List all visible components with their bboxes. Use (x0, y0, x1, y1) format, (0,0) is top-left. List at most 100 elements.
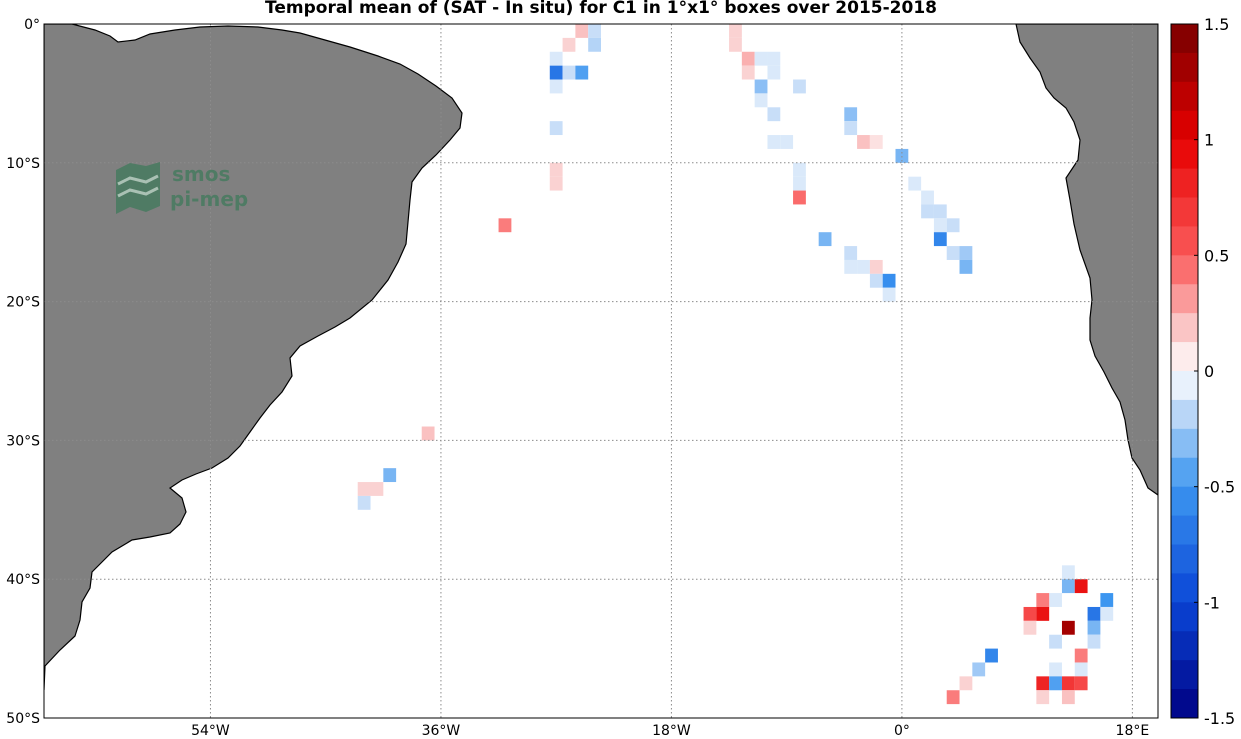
colorbar-bin (1171, 284, 1198, 314)
data-cell (1049, 662, 1062, 677)
data-cell (767, 65, 781, 80)
data-cell (869, 259, 883, 274)
colorbar-bin (1171, 515, 1198, 545)
colorbar-bin (1171, 168, 1198, 198)
data-cell (370, 482, 384, 496)
data-cell (793, 79, 806, 94)
data-cell (729, 37, 742, 52)
colorbar-tick-labels: 1.5 1 0.5 0 -0.5 -1 -1.5 (1194, 15, 1235, 728)
colorbar-bin (1171, 197, 1198, 227)
data-cell (869, 135, 883, 149)
colorbar-bin (1171, 660, 1198, 690)
lat-tick-label: 30°S (6, 433, 40, 449)
data-cell (818, 232, 832, 247)
africa-landmass (1015, 24, 1158, 496)
data-cell (959, 676, 973, 691)
data-cell (985, 648, 998, 663)
data-cell (549, 176, 563, 191)
data-cell (1087, 620, 1101, 635)
data-cell (588, 24, 601, 38)
data-cell (1049, 593, 1062, 607)
data-cell (421, 426, 435, 441)
colorbar-bin (1171, 573, 1198, 603)
colorbar-bin (1171, 110, 1198, 141)
colorbar-bin (1171, 226, 1198, 256)
data-cell (767, 135, 781, 149)
data-cell (767, 51, 781, 66)
colorbar-tick-label: 0.5 (1204, 246, 1229, 265)
data-cell (1061, 690, 1075, 705)
colorbar-bin (1171, 631, 1198, 661)
colorbar-bin (1171, 139, 1198, 170)
data-cell (498, 218, 512, 233)
data-cell (844, 246, 858, 260)
data-cell (1036, 593, 1050, 607)
data-cell (1049, 634, 1062, 649)
data-cell (729, 24, 742, 38)
data-cell (844, 107, 858, 122)
logo-mark-icon (116, 162, 160, 214)
data-cell (754, 79, 768, 94)
data-cell (1023, 606, 1037, 621)
data-cell (882, 287, 896, 302)
data-cell (972, 662, 986, 677)
data-cell (1061, 565, 1075, 580)
data-cell (383, 468, 397, 483)
latitude-tick-labels: 0° 10°S 20°S 30°S 40°S 50°S (6, 17, 40, 727)
colorbar-bin (1171, 52, 1198, 83)
data-cell (946, 218, 960, 233)
data-cell (575, 65, 589, 80)
data-cell (1100, 606, 1114, 621)
data-cell (1074, 676, 1088, 691)
data-cell (588, 37, 601, 52)
data-cell (562, 65, 576, 80)
data-cell (1061, 676, 1075, 691)
data-cell (562, 37, 576, 52)
lat-tick-label: 20°S (6, 295, 40, 311)
colorbar-tick-label: -1 (1204, 593, 1220, 612)
data-cell (754, 93, 768, 108)
data-cell (767, 107, 781, 122)
colorbar-bin (1171, 486, 1198, 517)
data-cell (1074, 662, 1088, 677)
data-cell (869, 273, 883, 288)
lat-tick-label: 40°S (6, 572, 40, 588)
data-cell (857, 259, 870, 274)
colorbar-bin (1171, 689, 1198, 719)
data-cell (946, 246, 960, 260)
data-cell (549, 121, 563, 136)
colorbar-bin (1171, 255, 1198, 285)
colorbar-tick-label: -0.5 (1204, 478, 1235, 497)
data-cell (844, 121, 858, 136)
data-cell (1036, 690, 1050, 705)
data-cell (921, 190, 934, 205)
data-cell (933, 218, 947, 233)
colorbar-bin (1171, 602, 1198, 632)
colorbar-bin (1171, 24, 1198, 54)
axes-frame (43, 23, 1159, 719)
data-cell (1023, 620, 1037, 635)
data-cell (882, 273, 896, 288)
lon-tick-label: 18°W (652, 723, 691, 739)
graticule (44, 24, 1158, 718)
data-cell (959, 259, 973, 274)
data-cell (1087, 606, 1101, 621)
data-cell (357, 482, 371, 496)
data-cell (1074, 648, 1088, 663)
data-cell (1061, 579, 1075, 594)
data-cell (549, 51, 563, 66)
data-cell (754, 51, 768, 66)
data-cell (780, 135, 794, 149)
data-cells (357, 24, 1114, 705)
lat-tick-label: 50°S (6, 711, 40, 727)
data-cell (741, 51, 755, 66)
data-cell (549, 79, 563, 94)
logo-line1: smos (172, 162, 230, 186)
data-cell (946, 690, 960, 705)
colorbar-bin (1171, 544, 1198, 574)
data-cell (575, 24, 589, 38)
lon-tick-label: 18°E (1116, 723, 1150, 739)
data-cell (959, 246, 973, 260)
colorbar (1171, 24, 1198, 719)
